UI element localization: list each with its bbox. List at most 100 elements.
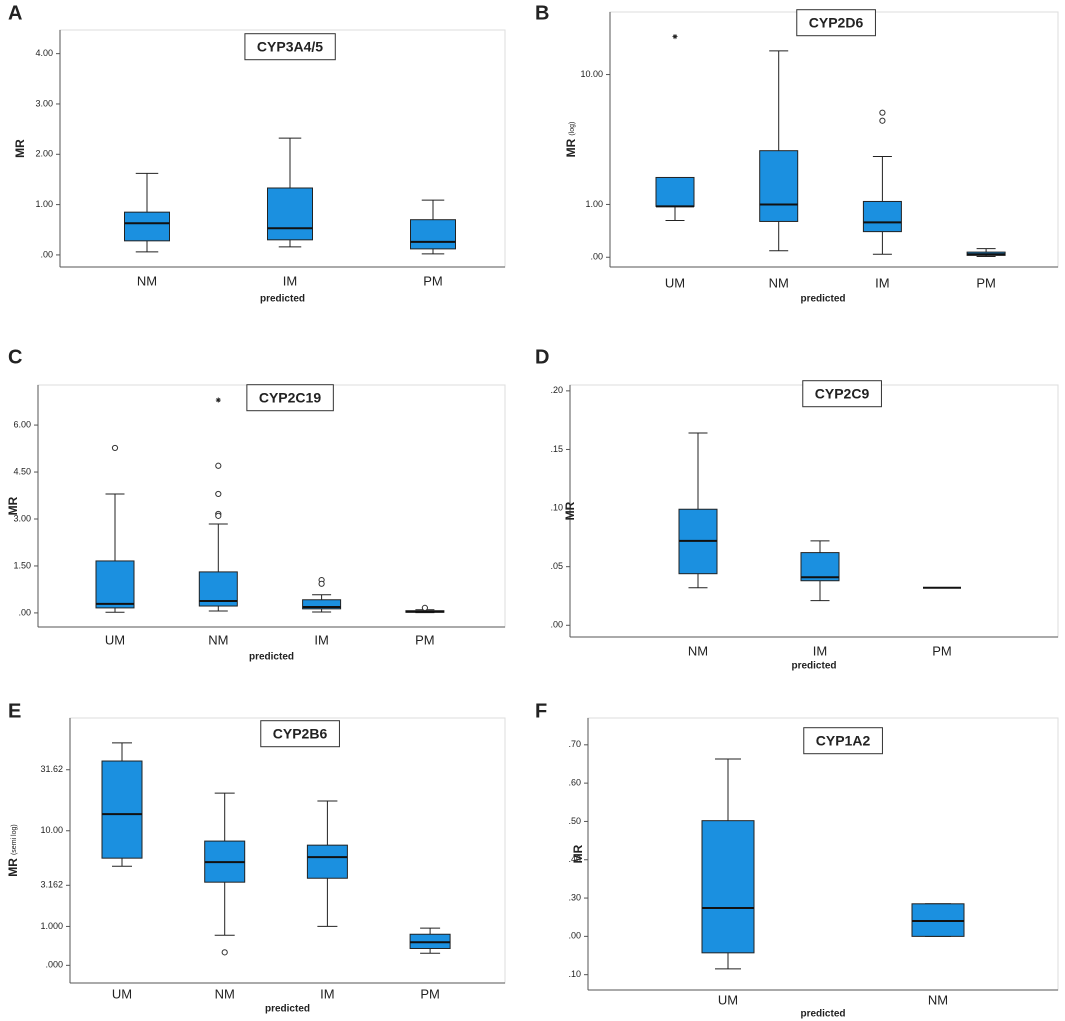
title-box [796,9,876,37]
outlier [215,490,222,498]
box [800,552,840,582]
x-tick-label: PM [423,273,443,288]
y-axis-label: MR (log) [564,122,578,158]
y-axis-label-main: MR [563,501,577,520]
panel: E .000 1.000 3.162 10.00 31.62 MR (semi log) pre… [6,700,506,1015]
x-tick-label: PM [976,275,996,290]
box [655,176,695,207]
x-tick-label: NM [137,273,157,288]
x-tick-label: NM [688,643,708,658]
outlier [421,604,428,612]
panel: D .00 .05 .10 .15 .20 MR predicted CYP2C9 NM IM PM [535,346,1059,672]
x-tick-label: NM [769,275,789,290]
panel-letter: F [535,700,547,722]
title-box [244,33,336,61]
x-tick-label: NM [215,986,235,1001]
panel: F .10 .00 .30 .40 .50 .60 .70 MR predicted CYP1A2 U… [535,700,1059,1020]
outlier [111,444,119,452]
x-axis-label: predicted [265,1004,310,1015]
y-tick-label: 3.00 [35,98,53,108]
panel-letter: D [535,346,549,368]
y-tick-label: .10 [568,969,581,979]
y-tick-label: .00 [568,931,581,941]
x-axis-label: predicted [260,294,305,305]
y-tick-label: .00 [40,249,53,259]
y-tick-label: .20 [550,385,563,395]
x-tick-label: UM [665,275,685,290]
y-tick-label: .00 [18,607,31,617]
title-box [246,384,334,412]
y-tick-label: 10.00 [40,825,63,835]
x-tick-label: UM [112,986,132,1001]
y-axis-label-main: MR [564,138,578,157]
x-axis-label: predicted [800,1009,845,1020]
panel-letter: B [535,2,549,24]
y-tick-label: .000 [45,960,63,970]
y-axis-label-suffix: (log) [569,122,576,136]
plot-frame [569,384,1059,638]
plot-frame [609,11,1059,268]
outlier [879,109,886,116]
outlier [221,949,228,956]
x-axis-label: predicted [791,661,836,672]
x-tick-label: UM [718,992,738,1007]
y-tick-label: 3.162 [40,880,63,890]
x-tick-label: PM [932,643,952,658]
y-axis-label-main: MR [571,844,585,863]
y-axis-label: MR [6,496,20,515]
y-tick-label: .00 [550,620,563,630]
y-tick-label: 1.00 [585,199,603,209]
y-tick-label: 2.00 [35,149,53,159]
y-tick-label: 6.00 [13,419,31,429]
x-tick-label: IM [283,273,297,288]
y-tick-label: 1.00 [35,199,53,209]
chart-title: CYP3A4/5 [257,39,323,55]
chart-title: CYP2C19 [259,390,321,406]
x-tick-label: IM [320,986,334,1001]
y-axis-label-main: MR [6,858,20,877]
box [302,599,342,610]
y-tick-label: .60 [568,778,581,788]
chart-title: CYP2D6 [809,15,864,31]
y-axis-label: MR [13,139,27,158]
title-box [802,380,882,408]
y-tick-label: .70 [568,739,581,749]
outlier [318,580,325,587]
y-axis-label: MR [563,501,577,520]
chart-title: CYP1A2 [816,733,871,749]
panel: B .00 1.00 10.00 MR (log) predicted CYP2D6 UM NM I… [535,2,1059,305]
outlier [879,117,886,124]
y-tick-label: .15 [550,444,563,454]
y-axis-label-main: MR [13,139,27,158]
panel-letter: E [8,700,21,722]
x-tick-label: NM [208,632,228,647]
plot-frame [587,717,1059,991]
x-tick-label: IM [314,632,328,647]
outlier [215,462,222,469]
box [701,820,755,954]
y-tick-label: 3.00 [13,513,31,523]
y-tick-label: 1.000 [40,921,63,931]
extreme [672,34,678,40]
y-axis-label-main: MR [6,496,20,515]
y-tick-label: .50 [568,816,581,826]
x-tick-label: NM [928,992,948,1007]
title-box [803,727,883,755]
x-axis-label: predicted [249,652,294,663]
y-tick-label: 4.00 [35,48,53,58]
panel: C .00 1.50 3.00 4.50 6.00 MR predicted CYP2C19 UM… [6,346,506,663]
box [759,150,799,222]
panel: A .00 1.00 2.00 3.00 4.00 MR predicted CYP3A4/5 N… [8,2,506,305]
box [124,211,170,242]
box [101,760,143,859]
title-box [260,720,340,748]
box [267,187,313,241]
x-tick-label: UM [105,632,125,647]
y-axis-label: MR [571,844,585,863]
y-axis-label-suffix: (semi log) [11,824,18,855]
box [306,844,348,879]
extreme [215,397,221,403]
x-axis-label: predicted [800,294,845,305]
y-tick-label: 4.50 [13,466,31,476]
